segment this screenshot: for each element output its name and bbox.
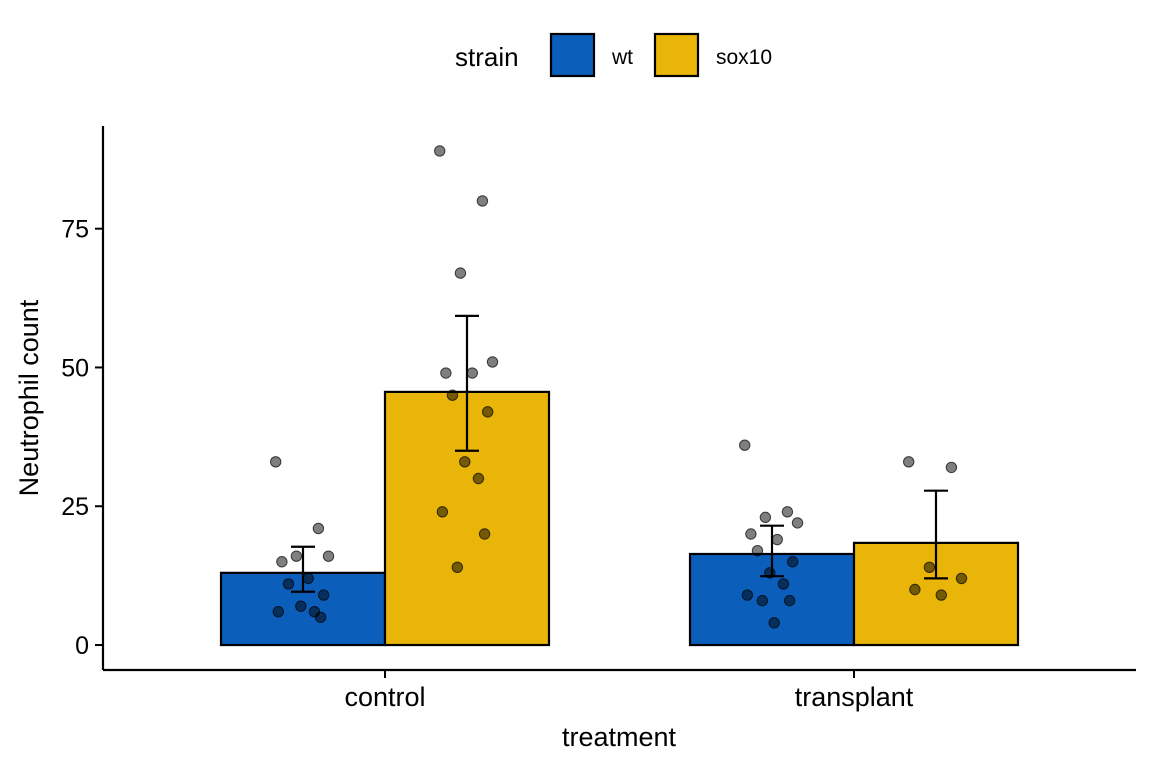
data-point — [781, 506, 794, 518]
legend-label-wt: wt — [611, 46, 633, 69]
data-point — [756, 594, 769, 607]
data-point — [282, 578, 295, 590]
legend-key-wt — [549, 32, 596, 78]
data-point — [472, 472, 485, 485]
data-point — [451, 561, 464, 574]
data-point — [276, 556, 288, 568]
data-points — [270, 145, 968, 629]
y-axis-ticks: 0 25 50 75 — [61, 216, 103, 660]
x-axis-ticks: control transplant — [344, 670, 914, 712]
y-axis-label: Neutrophil count — [14, 299, 44, 496]
data-point — [764, 567, 776, 579]
x-tick-label: transplant — [795, 682, 914, 712]
data-point — [314, 611, 327, 623]
data-point — [434, 145, 446, 157]
data-point — [302, 572, 314, 585]
data-point — [476, 195, 489, 207]
data-point — [466, 367, 478, 379]
data-point — [771, 533, 783, 546]
data-point — [478, 528, 491, 540]
legend-key-sox10 — [653, 32, 700, 78]
y-tick-label: 75 — [61, 216, 89, 244]
data-point — [759, 511, 772, 524]
y-tick-label: 25 — [61, 493, 89, 521]
data-point — [290, 550, 303, 562]
data-point — [783, 594, 796, 607]
data-point — [317, 589, 330, 601]
x-tick-label: control — [344, 682, 425, 712]
legend: strain wt sox10 — [455, 32, 772, 78]
data-point — [322, 550, 335, 562]
data-point — [436, 506, 449, 518]
y-tick-label: 50 — [61, 354, 89, 382]
data-point — [486, 356, 499, 368]
legend-label-sox10: sox10 — [716, 46, 772, 69]
data-point — [270, 456, 282, 468]
data-point — [440, 367, 452, 379]
data-point — [768, 617, 780, 629]
data-point — [751, 544, 764, 557]
data-point — [791, 517, 804, 529]
data-point — [945, 461, 958, 474]
bars — [219, 390, 1020, 647]
y-tick-label: 0 — [75, 632, 89, 660]
data-point — [903, 456, 915, 468]
data-point — [923, 561, 936, 574]
axes — [101, 126, 1136, 672]
data-point — [446, 389, 459, 401]
data-point — [741, 589, 754, 601]
data-point — [955, 572, 968, 585]
data-point — [295, 600, 307, 612]
legend-title: strain — [455, 42, 519, 72]
data-point — [777, 578, 790, 590]
data-point — [745, 528, 757, 540]
data-point — [935, 589, 947, 601]
x-axis-label: treatment — [562, 722, 677, 752]
data-point — [312, 522, 325, 535]
data-point — [786, 556, 799, 568]
data-point — [739, 439, 751, 451]
data-point — [272, 606, 285, 618]
data-point — [454, 267, 467, 279]
data-point — [481, 406, 494, 418]
data-point — [459, 456, 471, 468]
data-point — [909, 583, 921, 596]
